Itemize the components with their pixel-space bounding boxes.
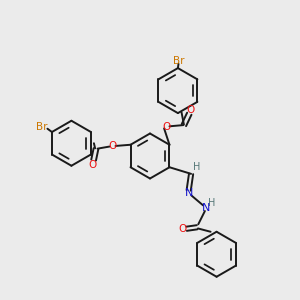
Text: N: N — [184, 188, 193, 198]
Text: O: O — [162, 122, 171, 132]
Text: O: O — [108, 141, 117, 151]
Text: O: O — [88, 160, 97, 170]
Text: H: H — [208, 198, 215, 208]
Text: O: O — [178, 224, 186, 234]
Text: Br: Br — [173, 56, 184, 66]
Text: Br: Br — [36, 122, 48, 132]
Text: H: H — [193, 162, 200, 172]
Text: O: O — [187, 105, 195, 115]
Text: N: N — [202, 203, 210, 213]
